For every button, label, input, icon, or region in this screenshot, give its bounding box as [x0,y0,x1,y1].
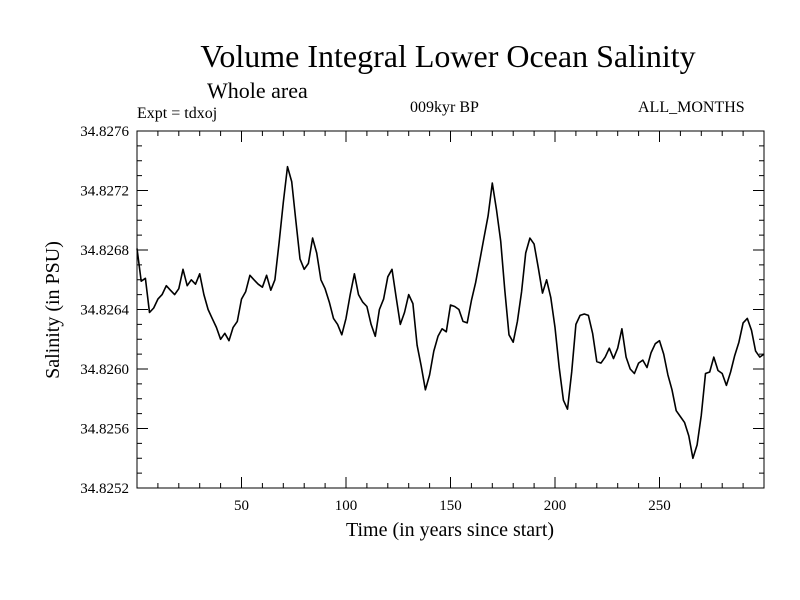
x-tick-label: 200 [544,498,567,514]
experiment-label: Expt = tdxoj [137,105,218,122]
y-axis-label: Salinity (in PSU) [42,241,64,379]
y-tick-label: 34.8264 [80,303,129,319]
y-tick-label: 34.8260 [80,362,129,378]
y-tick-labels: 34.8252 34.8256 34.8260 34.8264 34.8268 34.82… [80,124,129,497]
x-axis-label: Time (in years since start) [346,519,554,541]
x-tick-label: 100 [335,498,358,514]
x-tick-label: 150 [439,498,462,514]
x-tick-labels: 50 100 150 200 250 [234,498,671,514]
y-tick-label: 34.8252 [80,481,129,497]
x-tick-label: 50 [234,498,249,514]
axis-ticks [137,130,764,489]
y-tick-label: 34.8256 [80,422,129,438]
series-line [136,165,765,460]
months-label: ALL_MONTHS [638,99,745,116]
y-tick-label: 34.8272 [80,184,129,200]
chart-title: Volume Integral Lower Ocean Salinity [200,38,696,74]
chart-subtitle: Whole area [207,78,308,103]
y-tick-label: 34.8276 [80,124,129,140]
y-tick-label: 34.8268 [80,243,129,259]
era-label: 009kyr BP [410,99,479,116]
x-tick-label: 250 [648,498,671,514]
